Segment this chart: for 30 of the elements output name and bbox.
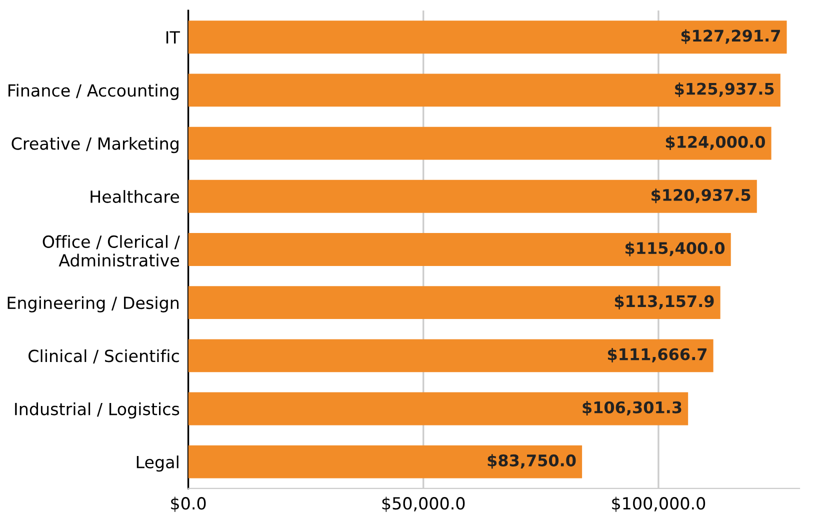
y-tick-label: Creative / Marketing [12,136,178,154]
data-label: $127,291.7 [681,29,780,44]
data-label: $113,157.9 [614,294,714,310]
data-label: $111,666.7 [608,348,706,362]
data-label: $106,301.3 [582,401,682,416]
bar [188,126,772,160]
x-tick-label: $100,000.0 [612,496,706,512]
y-tick-label: Healthcare [90,190,180,203]
bar [188,180,757,213]
y-tick-label: Office / Clerical / Administrative [42,235,180,267]
y-tick-label: Industrial / Logistics [15,402,180,419]
data-label: $115,400.0 [626,242,725,256]
bar [188,286,720,320]
bar [188,20,787,54]
bar [188,233,731,266]
bar [188,339,714,372]
y-tick-label: IT [166,31,180,44]
x-tick-label: $50,000.0 [382,496,465,512]
data-label: $83,750.0 [488,454,576,469]
y-tick-label: Legal [136,456,178,472]
bar [188,74,780,107]
y-tick-label: Engineering / Design [8,296,179,312]
y-tick-label: Clinical / Scientific [28,349,179,364]
bar [188,392,688,426]
data-label: $120,937.5 [652,188,750,204]
data-label: $125,937.5 [675,82,774,97]
data-label: $124,000.0 [666,136,765,150]
x-tick-label: $0.0 [171,496,206,512]
y-tick-label: Finance / Accounting [8,84,178,100]
bar [188,445,582,478]
